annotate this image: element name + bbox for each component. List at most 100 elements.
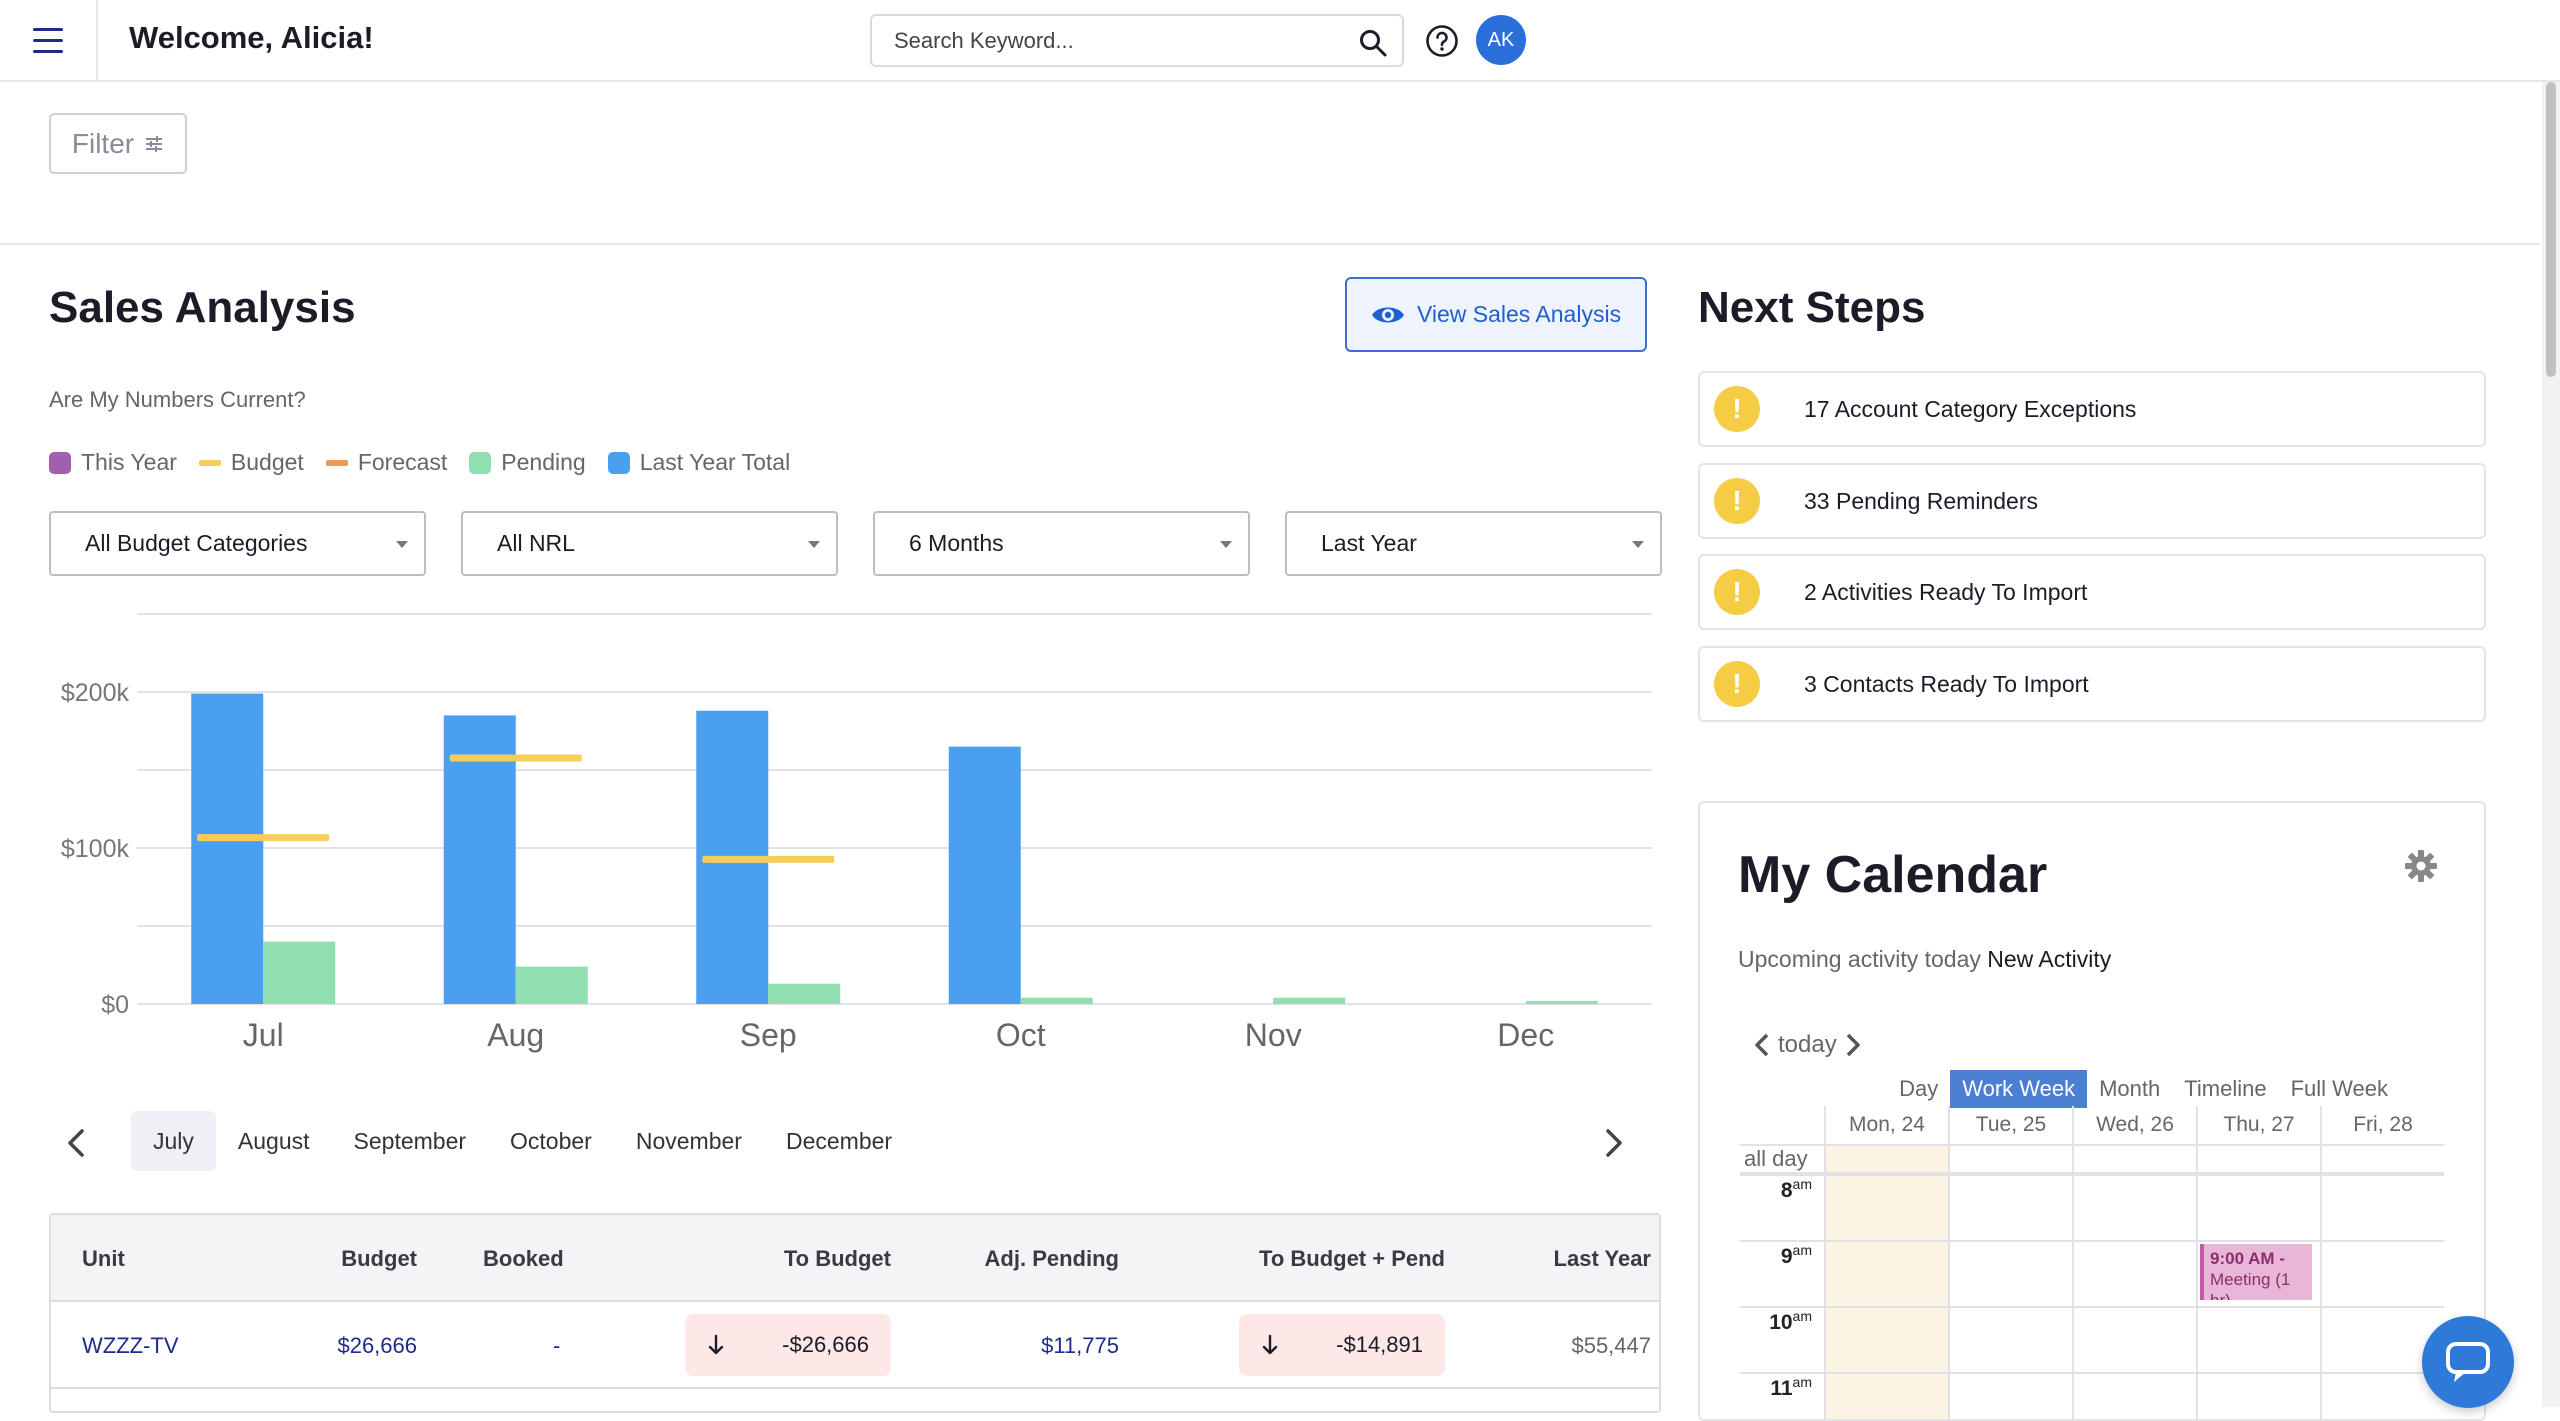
time-slot[interactable]: 9:00 AM - Meeting (1 hr) <box>2196 1242 2320 1306</box>
view-tab-full-week[interactable]: Full Week <box>2290 1076 2388 1101</box>
chevron-right-icon[interactable] <box>1841 1031 1865 1059</box>
time-slot[interactable] <box>2196 1176 2320 1240</box>
event-title: Meeting (1 hr) <box>2210 1270 2291 1300</box>
month-tab-september[interactable]: September <box>353 1127 467 1154</box>
next-step-item[interactable]: ! 33 Pending Reminders <box>1698 463 2486 539</box>
bar-pending <box>1273 997 1346 1004</box>
search-box[interactable] <box>870 14 1404 67</box>
view-tab-work-week[interactable]: Work Week <box>1950 1070 2088 1108</box>
user-avatar[interactable]: AK <box>1476 15 1526 65</box>
month-tab-october[interactable]: October <box>510 1127 592 1154</box>
budget-marker <box>702 855 835 863</box>
select-value: All Budget Categories <box>85 530 308 556</box>
time-slot[interactable] <box>1948 1176 2072 1240</box>
to-budget-pend-pill: -$14,891 <box>1239 1314 1445 1376</box>
day-header[interactable]: Mon, 24 <box>1824 1106 1948 1144</box>
legend-item-this-year[interactable]: This Year <box>49 449 177 476</box>
time-slot[interactable] <box>2320 1374 2444 1419</box>
help-icon[interactable] <box>1425 24 1459 58</box>
time-slot[interactable] <box>2196 1374 2320 1419</box>
arrow-down-icon <box>1262 1334 1278 1355</box>
page-scrollbar[interactable] <box>2542 82 2560 1407</box>
nrl-select[interactable]: All NRL <box>461 511 838 576</box>
hour-label: 11am <box>1770 1374 1812 1400</box>
comparison-select[interactable]: Last Year <box>1285 511 1662 576</box>
new-activity-link[interactable]: New Activity <box>1987 946 2112 972</box>
calendar-event[interactable]: 9:00 AM - Meeting (1 hr) <box>2200 1244 2312 1300</box>
budget-value[interactable]: $26,666 <box>337 1332 417 1358</box>
time-slot[interactable] <box>1948 1308 2072 1372</box>
col-header-to-budget[interactable]: To Budget <box>783 1245 891 1271</box>
time-slot[interactable] <box>2320 1308 2444 1372</box>
day-header[interactable]: Tue, 25 <box>1948 1106 2072 1144</box>
time-slot[interactable] <box>1824 1242 1948 1306</box>
filter-button[interactable]: Filter <box>49 113 187 174</box>
next-step-item[interactable]: ! 3 Contacts Ready To Import <box>1698 646 2486 722</box>
search-icon[interactable] <box>1358 28 1388 58</box>
col-header-adj-pending[interactable]: Adj. Pending <box>984 1245 1119 1271</box>
col-header-budget[interactable]: Budget <box>341 1245 417 1271</box>
bar-last-year-total <box>443 715 516 1004</box>
time-slot[interactable] <box>1824 1176 1948 1240</box>
adj-pending-value[interactable]: $11,775 <box>1041 1332 1119 1358</box>
table-row[interactable] <box>51 1389 1659 1411</box>
view-tab-timeline[interactable]: Timeline <box>2184 1076 2267 1101</box>
table-header: Unit Budget Booked To Budget Adj. Pendin… <box>51 1215 1659 1302</box>
today-button[interactable]: today <box>1778 1031 1837 1058</box>
time-slot[interactable] <box>1948 1242 2072 1306</box>
budget-categories-select[interactable]: All Budget Categories <box>49 511 426 576</box>
month-tab-december[interactable]: December <box>785 1127 893 1154</box>
day-header[interactable]: Fri, 28 <box>2320 1106 2444 1144</box>
table-row[interactable]: WZZZ-TV $26,666 - -$26,666 $11,775 -$14,… <box>51 1302 1659 1389</box>
next-step-item[interactable]: ! 2 Activities Ready To Import <box>1698 554 2486 630</box>
time-slot[interactable] <box>1948 1374 2072 1419</box>
view-tab-month[interactable]: Month <box>2099 1076 2161 1101</box>
all-day-cell[interactable] <box>2196 1146 2320 1172</box>
time-slot[interactable] <box>2072 1308 2196 1372</box>
filter-label: Filter <box>71 127 135 159</box>
col-header-booked[interactable]: Booked <box>483 1245 564 1271</box>
all-day-cell[interactable] <box>2320 1146 2444 1172</box>
chat-button[interactable] <box>2422 1316 2514 1408</box>
chevron-left-icon[interactable] <box>1750 1031 1774 1059</box>
scrollbar-thumb[interactable] <box>2546 82 2556 377</box>
time-slot[interactable] <box>2072 1374 2196 1419</box>
legend-item-pending[interactable]: Pending <box>469 449 586 476</box>
time-slot[interactable] <box>2320 1176 2444 1240</box>
legend-item-forecast[interactable]: Forecast <box>325 449 447 476</box>
period-select[interactable]: 6 Months <box>873 511 1250 576</box>
search-input[interactable] <box>894 27 1334 54</box>
col-header-last-year[interactable]: Last Year <box>1553 1245 1651 1271</box>
time-slot[interactable] <box>2196 1308 2320 1372</box>
next-step-item[interactable]: ! 17 Account Category Exceptions <box>1698 371 2486 447</box>
all-day-cell[interactable] <box>2072 1146 2196 1172</box>
caret-down-icon <box>1632 541 1644 548</box>
unit-link[interactable]: WZZZ-TV <box>82 1332 179 1358</box>
col-header-to-budget-pend[interactable]: To Budget + Pend <box>1259 1245 1445 1271</box>
time-slot[interactable] <box>2072 1242 2196 1306</box>
chevron-left-icon[interactable] <box>59 1125 95 1161</box>
view-sales-analysis-button[interactable]: View Sales Analysis <box>1345 277 1647 352</box>
legend-item-budget[interactable]: Budget <box>198 449 304 476</box>
month-tab-august[interactable]: August <box>237 1127 310 1154</box>
time-slot[interactable] <box>2072 1176 2196 1240</box>
time-slot[interactable] <box>1824 1374 1948 1419</box>
calendar-grid: Mon, 24 Tue, 25 Wed, 26 Thu, 27 Fri, 28 … <box>1740 1106 2444 1419</box>
all-day-cell[interactable] <box>1948 1146 2072 1172</box>
day-header[interactable]: Wed, 26 <box>2072 1106 2196 1144</box>
chevron-right-icon[interactable] <box>1595 1125 1631 1161</box>
gear-icon[interactable] <box>2404 849 2438 883</box>
menu-button[interactable] <box>0 0 98 80</box>
booked-value: - <box>553 1332 561 1358</box>
time-slot[interactable] <box>2320 1242 2444 1306</box>
all-day-cell[interactable] <box>1824 1146 1948 1172</box>
month-tab-november[interactable]: November <box>635 1127 742 1154</box>
day-header[interactable]: Thu, 27 <box>2196 1106 2320 1144</box>
top-bar: Welcome, Alicia! AK <box>0 0 2560 82</box>
legend-item-last-year-total[interactable]: Last Year Total <box>607 449 790 476</box>
col-header-unit[interactable]: Unit <box>82 1245 125 1271</box>
view-tab-day[interactable]: Day <box>1899 1076 1939 1101</box>
budget-marker <box>449 754 582 762</box>
time-slot[interactable] <box>1824 1308 1948 1372</box>
month-tab-july[interactable]: July <box>131 1111 216 1171</box>
